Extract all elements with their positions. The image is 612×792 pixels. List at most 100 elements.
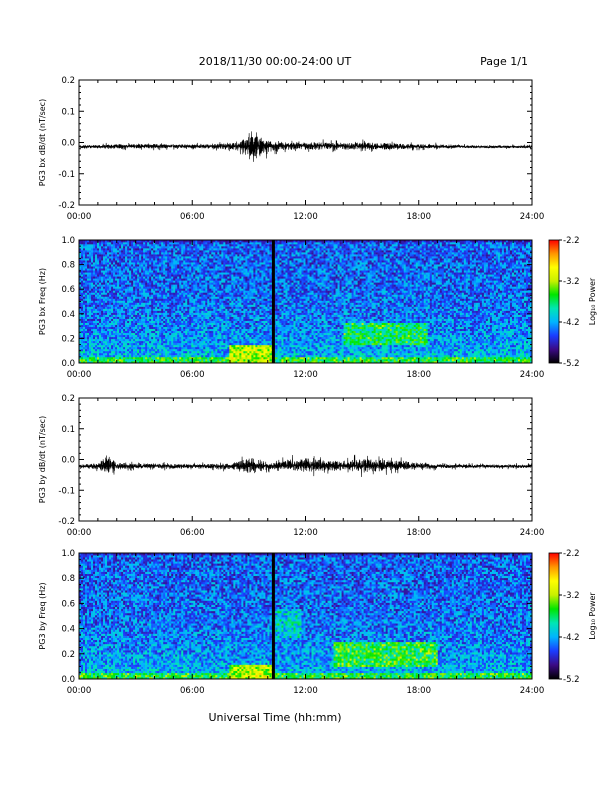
spectrogram-cell	[157, 340, 160, 344]
spectrogram-cell	[169, 254, 172, 257]
spectrogram-cell	[159, 354, 162, 358]
spectrogram-cell	[145, 346, 148, 350]
spectrogram-cell	[79, 276, 82, 279]
spectrogram-cell	[103, 302, 106, 305]
spectrogram-cell	[181, 248, 184, 251]
spectrogram-cell	[139, 348, 142, 352]
spectrogram-cell	[165, 344, 168, 348]
spectrogram-cell	[183, 320, 186, 323]
spectrogram-cell	[215, 336, 218, 340]
spectrogram-cell	[97, 296, 100, 299]
spectrogram-cell	[151, 246, 154, 249]
spectrogram-cell	[115, 292, 118, 295]
spectrogram-cell	[93, 338, 96, 342]
spectrogram-cell	[93, 306, 96, 309]
spectrogram-cell	[121, 350, 124, 354]
spectrogram-cell	[167, 286, 170, 289]
spectrogram-cell	[79, 260, 82, 263]
spectrogram-cell	[237, 252, 240, 255]
spectrogram-cell	[145, 258, 148, 261]
spectrogram-cell	[151, 266, 154, 269]
spectrogram-cell	[161, 246, 164, 249]
spectrogram-cell	[235, 302, 238, 305]
spectrogram-cell	[129, 360, 132, 364]
spectrogram-cell	[79, 308, 82, 311]
spectrogram-cell	[183, 274, 186, 277]
spectrogram-cell	[171, 344, 174, 348]
spectrogram-cell	[197, 318, 200, 321]
spectrogram-cell	[99, 248, 102, 251]
spectrogram-cell	[229, 350, 232, 354]
spectrogram-cell	[211, 278, 214, 281]
spectrogram-cell	[147, 242, 150, 245]
spectrogram-cell	[111, 328, 114, 332]
spectrogram-cell	[107, 268, 110, 271]
spectrogram-cell	[135, 254, 138, 257]
spectrogram-cell	[183, 286, 186, 289]
spectrogram-cell	[173, 318, 176, 321]
spectrogram-cell	[127, 314, 130, 317]
spectrogram-cell	[201, 312, 204, 315]
spectrogram-cell	[89, 326, 92, 330]
spectrogram-cell	[79, 240, 82, 243]
spectrogram-cell	[137, 288, 140, 291]
spectrogram-cell	[237, 278, 240, 281]
spectrogram-cell	[149, 266, 152, 269]
spectrogram-cell	[221, 254, 224, 257]
spectrogram-cell	[89, 314, 92, 317]
spectrogram-cell	[141, 252, 144, 255]
spectrogram-cell	[93, 276, 96, 279]
spectrogram-cell	[225, 356, 228, 360]
spectrogram-cell	[79, 250, 82, 253]
spectrogram-cell	[195, 288, 198, 291]
spectrogram-cell	[195, 324, 198, 328]
spectrogram-cell	[187, 272, 190, 275]
spectrogram-cell	[169, 280, 172, 283]
spectrogram-cell	[229, 262, 232, 265]
spectrogram-cell	[209, 252, 212, 255]
spectrogram-cell	[189, 312, 192, 315]
spectrogram-cell	[121, 242, 124, 245]
spectrogram-cell	[153, 250, 156, 253]
spectrogram-cell	[83, 264, 86, 267]
spectrogram-cell	[229, 300, 232, 303]
spectrogram-cell	[95, 310, 98, 313]
spectrogram-cell	[113, 322, 116, 325]
spectrogram-cell	[107, 256, 110, 259]
spectrogram-cell	[185, 344, 188, 348]
spectrogram-cell	[223, 298, 226, 301]
spectrogram-cell	[217, 306, 220, 309]
spectrogram-cell	[81, 322, 84, 325]
spectrogram-cell	[115, 318, 118, 321]
spectrogram-cell	[213, 308, 216, 311]
spectrogram-cell	[183, 346, 186, 350]
spectrogram-cell	[229, 250, 232, 253]
spectrogram-cell	[181, 356, 184, 360]
spectrogram-cell	[193, 288, 196, 291]
spectrogram-cell	[197, 278, 200, 281]
spectrogram-cell	[123, 348, 126, 352]
spectrogram-cell	[105, 348, 108, 352]
spectrogram-cell	[137, 264, 140, 267]
spectrogram-cell	[173, 284, 176, 287]
spectrogram-cell	[237, 316, 240, 319]
spectrogram-cell	[235, 350, 238, 354]
spectrogram-cell	[97, 284, 100, 287]
spectrogram-cell	[115, 360, 118, 364]
spectrogram-cell	[117, 304, 120, 307]
spectrogram-cell	[207, 256, 210, 259]
spectrogram-cell	[135, 298, 138, 301]
spectrogram-cell	[85, 288, 88, 291]
spectrogram-cell	[115, 260, 118, 263]
spectrogram-cell	[195, 308, 198, 311]
spectrogram-cell	[201, 282, 204, 285]
spectrogram-cell	[207, 240, 210, 243]
spectrogram-cell	[103, 344, 106, 348]
spectrogram-cell	[195, 244, 198, 247]
spectrogram-cell	[153, 334, 156, 338]
spectrogram-cell	[143, 312, 146, 315]
spectrogram-cell	[165, 280, 168, 283]
spectrogram-cell	[107, 280, 110, 283]
spectrogram-cell	[141, 324, 144, 328]
spectrogram-cell	[163, 298, 166, 301]
